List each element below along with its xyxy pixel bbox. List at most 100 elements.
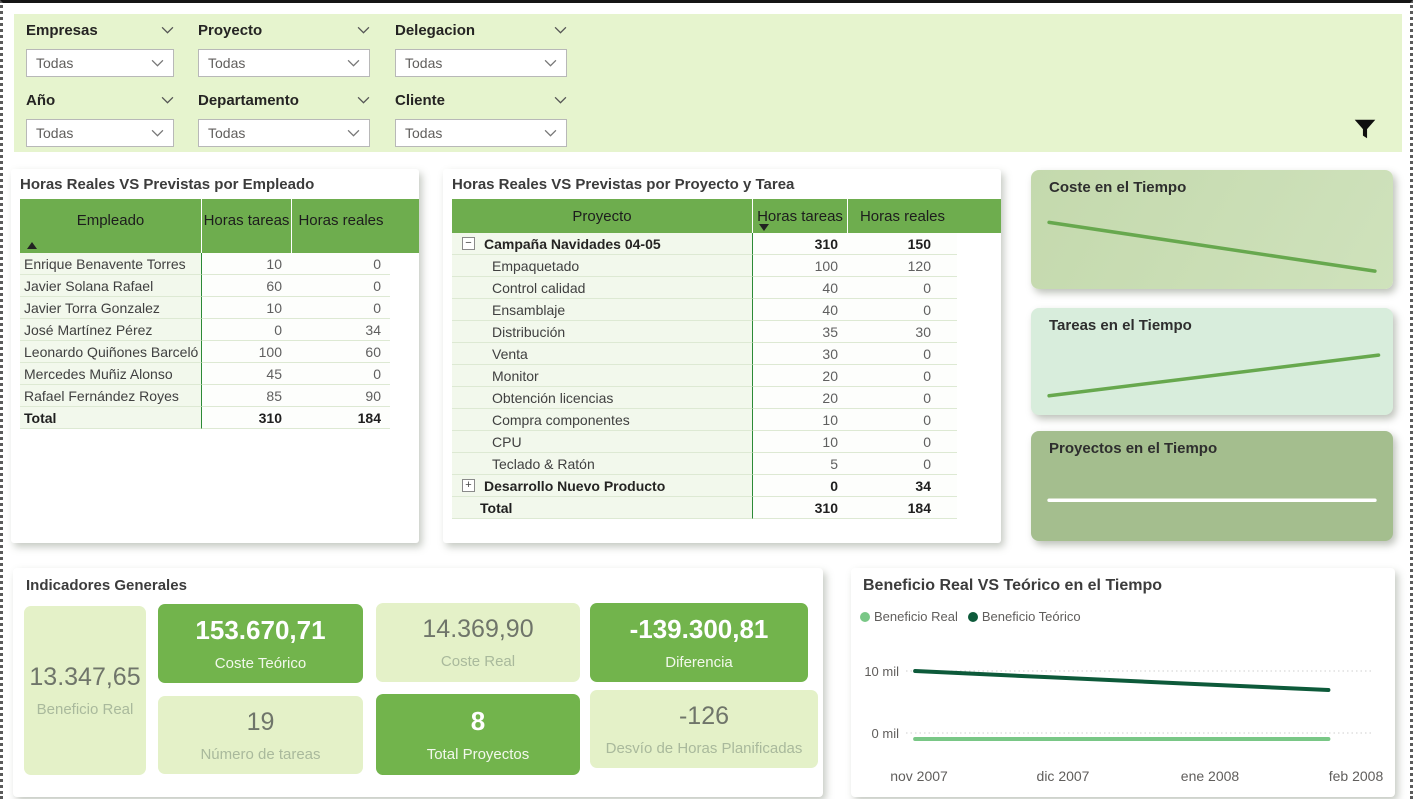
chevron-down-icon [554,96,567,104]
column-header-proyecto[interactable]: Proyecto [572,207,632,225]
slicer-label: Cliente [395,91,446,109]
legend-item-beneficio-real[interactable]: Beneficio Real [860,609,958,624]
table-row[interactable]: Leonardo Quiñones Barceló 100 60 [20,341,419,363]
table-row-project[interactable]: + Desarrollo Nuevo Producto 0 34 [452,475,1001,497]
chevron-down-icon [554,26,567,34]
table-row-task[interactable]: Monitor 20 0 [452,365,1001,387]
column-header-horas-tareas[interactable]: Horas tareas [752,199,847,233]
visual-title: Coste en el Tiempo [1049,179,1187,196]
table-row-task[interactable]: Empaquetado 100 120 [452,255,1001,277]
kpi-value: 8 [470,706,486,736]
slicer-delegacion-dropdown[interactable]: Todas [395,49,567,77]
table-row-task[interactable]: CPU 10 0 [452,431,1001,453]
table-row-task[interactable]: Venta 30 0 [452,343,1001,365]
table-row[interactable]: José Martínez Pérez 0 34 [20,319,419,341]
line-chart-plot [906,653,1386,753]
table-row-task[interactable]: Ensamblaje 40 0 [452,299,1001,321]
minus-box-icon[interactable]: − [462,237,475,250]
kpi-label: Diferencia [665,654,733,671]
table-row[interactable]: Javier Solana Rafael 60 0 [20,275,419,297]
slicer-departamento-dropdown[interactable]: Todas [198,119,370,147]
table-row[interactable]: Enrique Benavente Torres 10 0 [20,253,419,275]
table-total-row: Total 310 184 [20,407,419,429]
table-row-task[interactable]: Control calidad 40 0 [452,277,1001,299]
x-axis-tick: dic 2007 [1036,768,1090,784]
dropdown-value: Todas [405,125,443,141]
kpi-total-proyectos: 8 Total Proyectos [376,694,580,775]
kpi-beneficio-real: 13.347,65 Beneficio Real [24,606,146,775]
legend-item-beneficio-teorico[interactable]: Beneficio Teórico [967,609,1081,624]
filter-button[interactable] [1350,114,1380,144]
slicer-label: Año [26,91,56,109]
x-axis-tick: feb 2008 [1328,768,1384,784]
x-axis-tick: ene 2008 [1180,768,1240,784]
kpi-desvio-horas-planificadas: -126 Desvío de Horas Planificadas [590,690,818,768]
slicer-proyecto-dropdown[interactable]: Todas [198,49,370,77]
column-header-horas-reales[interactable]: Horas reales [847,199,957,233]
slicer-proyecto-header[interactable]: Proyecto [198,21,370,39]
kpi-coste-real: 14.369,90 Coste Real [376,603,580,682]
dropdown-value: Todas [208,125,246,141]
plus-box-icon[interactable]: + [462,479,475,492]
table-row-task[interactable]: Distribución 35 30 [452,321,1001,343]
y-axis-tick: 0 mil [871,726,899,741]
y-axis-tick: 10 mil [864,664,899,679]
chevron-down-icon [357,26,370,34]
proyectos-en-el-tiempo-chart[interactable]: Proyectos en el Tiempo [1031,431,1393,541]
slicer-cliente-dropdown[interactable]: Todas [395,119,567,147]
slicer-cliente-header[interactable]: Cliente [395,91,567,109]
table-row[interactable]: Rafael Fernández Royes 85 90 [20,385,419,407]
kpi-label: Desvío de Horas Planificadas [605,739,803,757]
project-table-visual: Horas Reales VS Previstas por Proyecto y… [443,169,1001,543]
slicer-empresas-header[interactable]: Empresas [26,21,174,39]
sparkline [1031,308,1393,415]
visual-title: Horas Reales VS Previstas por Proyecto y… [452,176,795,193]
slicer-ano-header[interactable]: Año [26,91,174,109]
slicer-proyecto: Proyecto Todas [198,21,370,77]
circle-icon [967,611,978,622]
coste-en-el-tiempo-chart[interactable]: Coste en el Tiempo [1031,170,1393,289]
table-row[interactable]: Javier Torra Gonzalez 10 0 [20,297,419,319]
column-header-horas-tareas[interactable]: Horas tareas [201,199,291,253]
table-row-project[interactable]: − Campaña Navidades 04-05 310 150 [452,233,1001,255]
slicer-ano-dropdown[interactable]: Todas [26,119,174,147]
tareas-en-el-tiempo-chart[interactable]: Tareas en el Tiempo [1031,308,1393,415]
filter-band: Empresas Todas Proyecto Todas Delegacion [14,14,1402,152]
chevron-down-icon [161,26,174,34]
slicer-label: Departamento [198,91,299,109]
kpi-panel: Indicadores Generales 13.347,65 Benefici… [13,568,823,797]
slicer-label: Empresas [26,21,98,39]
beneficio-chart-panel: Beneficio Real VS Teórico en el Tiempo B… [851,568,1395,797]
column-header-empleado[interactable]: Empleado [20,199,201,253]
visual-title: Beneficio Real VS Teórico en el Tiempo [863,577,1163,594]
chevron-down-icon [347,59,360,67]
column-header-horas-reales[interactable]: Horas reales [291,199,390,253]
slicer-empresas-dropdown[interactable]: Todas [26,49,174,77]
slicer-label: Proyecto [198,21,263,39]
chevron-down-icon [544,59,557,67]
slicer-departamento-header[interactable]: Departamento [198,91,370,109]
slicer-ano: Año Todas [26,91,174,147]
triangle-down-icon [759,224,769,231]
chevron-down-icon [347,129,360,137]
table-row-task[interactable]: Compra componentes 10 0 [452,409,1001,431]
kpi-diferencia: -139.300,81 Diferencia [590,603,808,682]
kpi-label: Coste Real [440,653,516,670]
visual-title: Horas Reales VS Previstas por Empleado [20,176,315,193]
project-table: Proyecto Horas tareas Horas reales − Camp… [452,199,1001,519]
table-header-row: Proyecto Horas tareas Horas reales [452,199,1001,233]
visual-title: Tareas en el Tiempo [1049,317,1192,334]
kpi-numero-de-tareas: 19 Número de tareas [158,696,363,774]
slicer-label: Delegacion [395,21,476,39]
sparkline [1031,431,1393,541]
chevron-down-icon [151,129,164,137]
slicer-delegacion-header[interactable]: Delegacion [395,21,567,39]
table-row-task[interactable]: Teclado & Ratón 5 0 [452,453,1001,475]
table-row-task[interactable]: Obtención licencias 20 0 [452,387,1001,409]
kpi-value: -139.300,81 [629,614,769,644]
kpi-coste-teorico: 153.670,71 Coste Teórico [158,604,363,683]
table-row[interactable]: Mercedes Muñiz Alonso 45 0 [20,363,419,385]
funnel-icon [1354,119,1376,139]
table-header-row: Empleado Horas tareas Horas reales [20,199,419,253]
